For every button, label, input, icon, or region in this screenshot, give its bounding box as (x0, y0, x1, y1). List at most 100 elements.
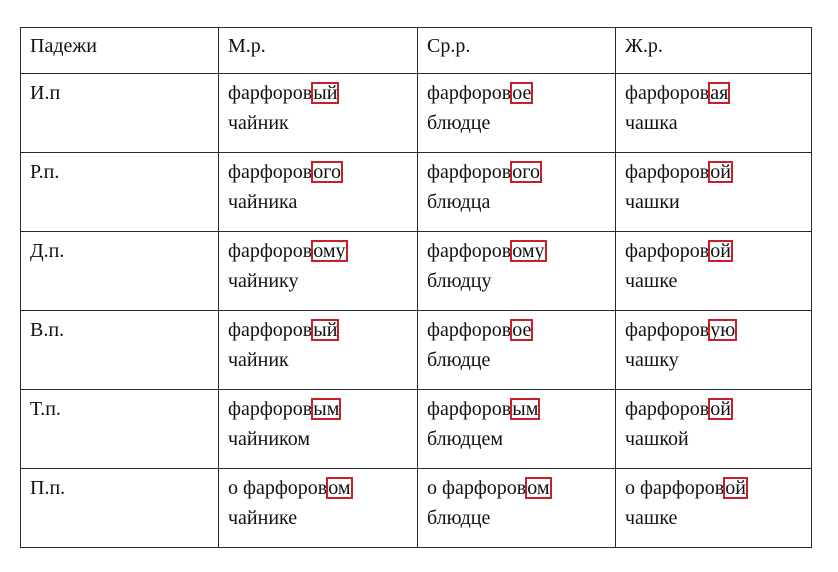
noun: чашке (625, 270, 678, 292)
noun: чайник (228, 112, 289, 134)
adjective-stem: фарфоров (625, 398, 710, 420)
header-cell-case: Падежи (20, 27, 219, 74)
table-row: Д.п. фарфоровому чайнику фарфоровому блюдцу ф… (20, 231, 812, 311)
adjective-ending: ая (708, 82, 731, 104)
noun: чайника (228, 191, 298, 213)
adjective-ending: ому (311, 240, 348, 262)
adjective-stem: о фарфоров (427, 477, 527, 499)
adjective-line: фарфоровой (625, 394, 803, 424)
form-cell-feminine: фарфоровой чашке (615, 231, 812, 311)
form-cell-neuter: фарфоровое блюдце (417, 310, 616, 390)
adjective-line: фарфоровому (427, 236, 607, 266)
adjective-ending: ым (311, 398, 342, 420)
adjective-line: фарфоровое (427, 78, 607, 108)
adjective-line: фарфоровым (427, 394, 607, 424)
adjective-stem: о фарфоров (228, 477, 328, 499)
noun: чайником (228, 428, 311, 450)
adjective-line: фарфоровым (228, 394, 409, 424)
case-label-cell: Д.п. (20, 231, 219, 311)
adjective-line: фарфоровый (228, 315, 409, 345)
adjective-line: фарфоровое (427, 315, 607, 345)
adjective-ending: ом (525, 477, 552, 499)
adjective-ending: ого (311, 161, 343, 183)
case-label-cell: В.п. (20, 310, 219, 390)
adjective-ending: ую (708, 319, 738, 341)
noun: блюдцу (427, 270, 492, 292)
adjective-line: фарфоровой (625, 157, 803, 187)
form-cell-masculine: фарфоровому чайнику (218, 231, 418, 311)
case-label-cell: Т.п. (20, 389, 219, 469)
adjective-ending: ому (510, 240, 547, 262)
declension-table: Падежи М.р. Ср.р. Ж.р. И.п фарфоровый чайн… (20, 27, 812, 548)
adjective-stem: фарфоров (427, 398, 512, 420)
adjective-stem: фарфоров (228, 398, 313, 420)
header-cell-feminine: Ж.р. (615, 27, 812, 74)
adjective-stem: фарфоров (228, 161, 313, 183)
form-cell-feminine: фарфоровая чашка (615, 73, 812, 153)
case-label-cell: Р.п. (20, 152, 219, 232)
adjective-line: фарфоровая (625, 78, 803, 108)
adjective-ending: ом (326, 477, 353, 499)
noun: блюдце (427, 112, 491, 134)
header-cell-neuter: Ср.р. (417, 27, 616, 74)
form-cell-feminine: фарфоровую чашку (615, 310, 812, 390)
form-cell-neuter: о фарфоровом блюдце (417, 468, 616, 548)
form-cell-feminine: фарфоровой чашки (615, 152, 812, 232)
adjective-stem: фарфоров (427, 319, 512, 341)
table-row: В.п. фарфоровый чайник фарфоровое блюдце фарф… (20, 310, 812, 390)
form-cell-feminine: фарфоровой чашкой (615, 389, 812, 469)
table-body: Падежи М.р. Ср.р. Ж.р. И.п фарфоровый чайн… (20, 27, 812, 548)
form-cell-feminine: о фарфоровой чашке (615, 468, 812, 548)
adjective-ending: ой (708, 398, 733, 420)
table-row: П.п. о фарфоровом чайнике о фарфоровом блюдц… (20, 468, 812, 548)
adjective-ending: ое (510, 82, 534, 104)
form-cell-masculine: о фарфоровом чайнике (218, 468, 418, 548)
case-label-cell: И.п (20, 73, 219, 153)
header-cell-masculine: М.р. (218, 27, 418, 74)
form-cell-neuter: фарфорового блюдца (417, 152, 616, 232)
adjective-stem: фарфоров (228, 319, 313, 341)
adjective-line: о фарфоровом (228, 473, 409, 503)
noun: чашку (625, 349, 679, 371)
form-cell-neuter: фарфоровым блюдцем (417, 389, 616, 469)
adjective-stem: фарфоров (625, 319, 710, 341)
adjective-line: фарфоровому (228, 236, 409, 266)
adjective-stem: фарфоров (427, 240, 512, 262)
form-cell-neuter: фарфоровое блюдце (417, 73, 616, 153)
header-row: Падежи М.р. Ср.р. Ж.р. (20, 27, 812, 74)
noun: чашке (625, 507, 678, 529)
adjective-line: о фарфоровом (427, 473, 607, 503)
adjective-stem: о фарфоров (625, 477, 725, 499)
noun: чайнику (228, 270, 299, 292)
noun: чайнике (228, 507, 298, 529)
adjective-ending: ое (510, 319, 534, 341)
adjective-ending: ый (311, 82, 340, 104)
form-cell-neuter: фарфоровому блюдцу (417, 231, 616, 311)
adjective-ending: ой (708, 240, 733, 262)
form-cell-masculine: фарфоровый чайник (218, 73, 418, 153)
table-row: Р.п. фарфорового чайника фарфорового блюдца ф… (20, 152, 812, 232)
adjective-stem: фарфоров (228, 240, 313, 262)
adjective-line: фарфоровую (625, 315, 803, 345)
adjective-line: о фарфоровой (625, 473, 803, 503)
adjective-line: фарфоровый (228, 78, 409, 108)
adjective-stem: фарфоров (228, 82, 313, 104)
noun: блюдце (427, 349, 491, 371)
adjective-ending: ой (708, 161, 733, 183)
noun: чашки (625, 191, 680, 213)
adjective-ending: ым (510, 398, 541, 420)
adjective-ending: ой (723, 477, 748, 499)
adjective-stem: фарфоров (625, 161, 710, 183)
noun: чашкой (625, 428, 689, 450)
table-row: Т.п. фарфоровым чайником фарфоровым блюдцем ф… (20, 389, 812, 469)
adjective-stem: фарфоров (625, 240, 710, 262)
adjective-ending: ый (311, 319, 340, 341)
case-label-cell: П.п. (20, 468, 219, 548)
adjective-line: фарфоровой (625, 236, 803, 266)
adjective-stem: фарфоров (625, 82, 710, 104)
adjective-stem: фарфоров (427, 161, 512, 183)
noun: блюдце (427, 507, 491, 529)
noun: чашка (625, 112, 678, 134)
adjective-line: фарфорового (427, 157, 607, 187)
form-cell-masculine: фарфоровым чайником (218, 389, 418, 469)
